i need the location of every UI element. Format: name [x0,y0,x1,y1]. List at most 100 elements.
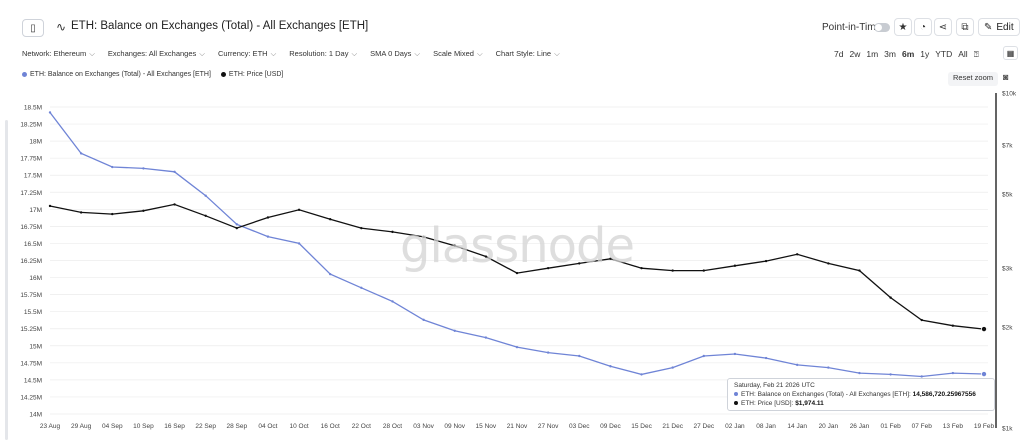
left-axis-tick-label: 18.5M [24,105,42,112]
data-point-price[interactable] [796,253,799,256]
filter-chart-style[interactable]: Chart Style: Line ⌵ [495,49,560,58]
legend-item-price[interactable]: ETH: Price [USD] [220,71,283,78]
data-point-balance[interactable] [609,365,612,368]
edit-button[interactable]: ✎ Edit [978,18,1020,36]
x-axis-tick-label: 26 Jan [850,423,870,430]
x-axis-tick-label: 13 Feb [943,423,964,430]
left-axis-tick-label: 17.5M [24,173,42,180]
filter-exchanges[interactable]: Exchanges: All Exchanges ⌵ [107,49,205,58]
data-point-price[interactable] [546,266,550,270]
data-point-price[interactable] [266,216,270,219]
data-point-price[interactable] [79,211,83,214]
range-2w[interactable]: 2w [849,49,861,59]
data-point-balance[interactable] [453,329,456,332]
data-point-balance[interactable] [702,354,705,358]
data-point-balance[interactable] [235,223,238,226]
filter-resolution[interactable]: Resolution: 1 Day ⌵ [289,49,358,58]
data-point-price[interactable] [422,235,425,239]
filter-sma[interactable]: SMA 0 Days ⌵ [370,49,421,58]
data-point-price[interactable] [764,259,768,263]
data-point-price[interactable] [142,209,145,212]
data-point-price[interactable] [920,318,923,322]
data-point-price[interactable] [329,218,332,221]
data-point-balance[interactable] [578,354,581,358]
filter-scale[interactable]: Scale Mixed ⌵ [433,49,483,58]
bell-icon[interactable]: ◔ [914,18,932,36]
data-point-price[interactable] [453,244,456,247]
range-1y[interactable]: 1y [920,49,930,59]
data-point-balance[interactable] [764,356,768,360]
data-point-balance[interactable] [173,170,176,174]
data-point-balance[interactable] [204,194,207,197]
data-point-balance[interactable] [827,366,830,369]
data-point-price[interactable] [671,269,674,272]
data-point-price[interactable] [733,264,737,267]
data-point-balance[interactable] [142,167,145,170]
data-point-price[interactable] [889,296,892,299]
data-point-balance[interactable] [920,375,923,378]
data-point-balance[interactable] [796,363,799,367]
data-point-price[interactable] [827,262,830,265]
data-point-balance[interactable] [858,371,861,375]
data-point-balance[interactable] [951,371,955,375]
chart-legend: ETH: Balance on Exchanges (Total) - All … [22,71,283,78]
data-point-price[interactable] [858,269,861,272]
data-point-price[interactable] [640,266,643,270]
data-point-price[interactable] [391,230,394,234]
data-point-price[interactable] [484,255,488,258]
filter-currency[interactable]: Currency: ETH ⌵ [217,49,277,58]
range-7d[interactable]: 7d [834,49,844,59]
data-point-balance[interactable] [79,152,83,155]
camera-icon[interactable]: ◙ [1003,72,1009,82]
x-axis-tick-label: 04 Oct [258,423,277,430]
star-icon[interactable]: ★ [894,18,912,36]
copy-icon[interactable]: ⧉ [956,18,974,36]
reset-zoom-button[interactable]: Reset zoom [948,72,999,86]
x-axis-tick-label: 21 Nov [507,423,528,430]
data-point-price[interactable] [609,257,612,260]
data-point-price[interactable] [48,204,52,208]
data-point-balance[interactable] [515,345,519,349]
data-point-price[interactable] [235,226,238,230]
point-in-time-toggle[interactable] [874,23,890,32]
data-point-balance[interactable] [111,165,114,169]
x-axis-tick-label: 01 Feb [880,423,901,430]
data-point-balance[interactable] [422,318,425,322]
sidebar-toggle-icon[interactable]: ▯ [22,19,44,37]
range-ytd[interactable]: YTD [935,49,953,59]
data-point-balance[interactable] [360,286,363,289]
data-point-balance[interactable] [546,351,550,354]
data-point-balance[interactable] [266,235,270,238]
data-point-balance[interactable] [484,336,488,339]
legend-item-balance[interactable]: ETH: Balance on Exchanges (Total) - All … [22,71,211,78]
data-point-price[interactable] [951,324,955,327]
data-point-price[interactable] [702,269,705,272]
right-axis-tick-label: $10k [1002,91,1017,98]
data-point-price[interactable] [173,203,176,206]
data-point-balance[interactable] [297,242,301,245]
range-all[interactable]: All [958,49,968,59]
range-3m[interactable]: 3m [884,49,896,59]
data-point-price[interactable] [360,226,363,230]
data-point-balance[interactable] [48,111,52,114]
data-point-balance[interactable] [889,373,892,376]
data-point-balance[interactable] [671,366,674,369]
data-point-balance[interactable] [640,373,643,376]
range-6m[interactable]: 6m [901,49,915,59]
data-point-balance[interactable] [329,272,332,276]
calendar-icon[interactable]: ▦ [1003,46,1018,60]
share-icon[interactable]: ⋖ [934,18,952,36]
data-point-price[interactable] [111,212,114,216]
page-scrollbar[interactable] [5,120,8,440]
data-point-price[interactable] [297,208,301,212]
filter-network[interactable]: Network: Ethereum ⌵ [22,49,95,58]
data-point-balance[interactable] [391,300,394,303]
tooltip-row-balance: ETH: Balance on Exchanges (Total) - All … [734,390,988,399]
data-point-price[interactable] [578,262,581,265]
right-axis-tick-label: $5k [1002,191,1013,198]
data-point-price[interactable] [515,271,519,275]
data-point-price[interactable] [204,214,207,217]
zoom-select-icon[interactable]: ⍰ [973,49,979,59]
data-point-balance[interactable] [733,352,737,356]
range-1m[interactable]: 1m [866,49,879,59]
